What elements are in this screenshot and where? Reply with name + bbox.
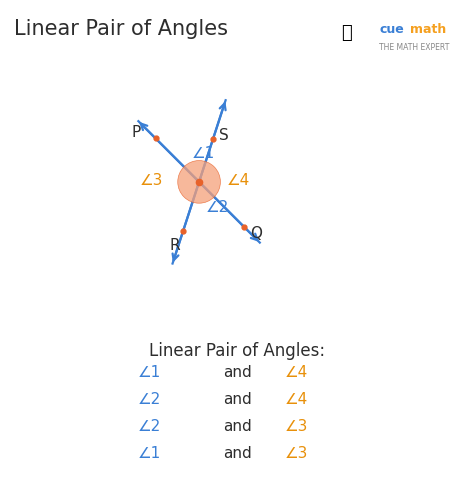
Text: ∠3: ∠3 bbox=[140, 173, 164, 188]
Text: P: P bbox=[132, 124, 141, 140]
Text: ∠1: ∠1 bbox=[138, 446, 161, 461]
Text: ∠4: ∠4 bbox=[226, 173, 250, 188]
Text: ∠2: ∠2 bbox=[138, 391, 161, 407]
Text: Q: Q bbox=[250, 226, 262, 241]
Circle shape bbox=[178, 161, 220, 204]
Text: cue: cue bbox=[379, 22, 404, 36]
Text: ∠1: ∠1 bbox=[138, 365, 161, 380]
Text: ∠1: ∠1 bbox=[191, 146, 215, 161]
Text: R: R bbox=[169, 238, 180, 253]
Text: and: and bbox=[223, 446, 251, 461]
Text: ∠3: ∠3 bbox=[284, 419, 308, 433]
Text: S: S bbox=[219, 127, 228, 142]
Text: and: and bbox=[223, 391, 251, 407]
Text: math: math bbox=[410, 22, 446, 36]
Text: and: and bbox=[223, 419, 251, 433]
Text: ∠2: ∠2 bbox=[205, 200, 229, 215]
Text: ∠4: ∠4 bbox=[284, 391, 308, 407]
Text: Linear Pair of Angles: Linear Pair of Angles bbox=[14, 20, 228, 39]
Text: Linear Pair of Angles:: Linear Pair of Angles: bbox=[149, 341, 325, 359]
Text: ∠3: ∠3 bbox=[284, 446, 308, 461]
Text: and: and bbox=[223, 365, 251, 380]
Text: THE MATH EXPERT: THE MATH EXPERT bbox=[379, 43, 449, 52]
Text: 🚀: 🚀 bbox=[341, 24, 352, 42]
Text: ∠2: ∠2 bbox=[138, 419, 161, 433]
Text: ∠4: ∠4 bbox=[284, 365, 308, 380]
